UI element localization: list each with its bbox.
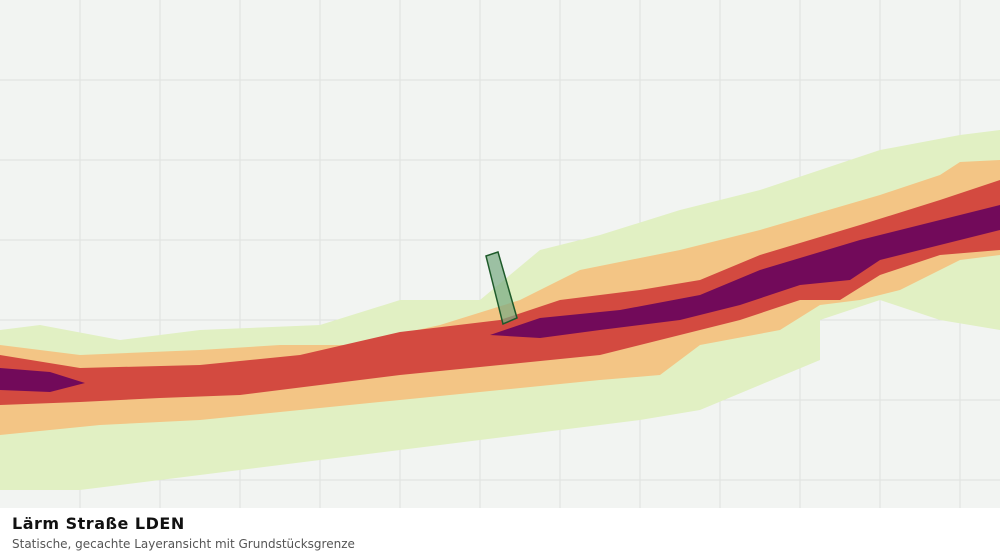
map-title: Lärm Straße LDEN	[12, 514, 185, 533]
caption: Lärm Straße LDEN Statische, gecachte Lay…	[0, 508, 1000, 560]
noise-zone-very-high	[0, 368, 85, 392]
parcel-boundary	[485, 251, 518, 326]
noise-zone-very-high	[490, 205, 1000, 338]
noise-zone-high	[0, 180, 1000, 405]
map-subtitle: Statische, gecachte Layeransicht mit Gru…	[12, 537, 355, 551]
map	[0, 0, 1000, 508]
